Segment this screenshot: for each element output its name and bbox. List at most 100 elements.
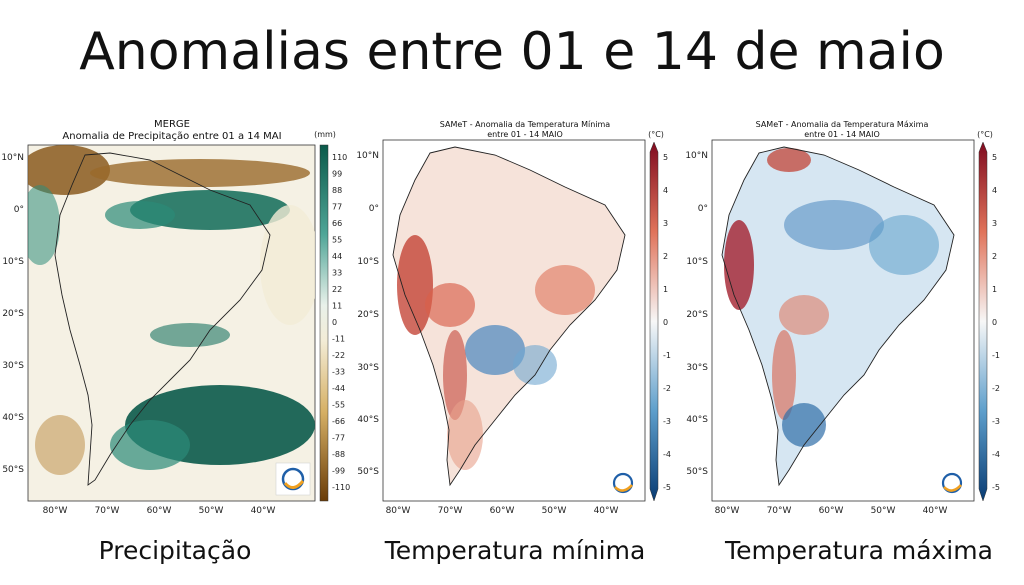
lon-label: 80°W (43, 506, 68, 516)
colorbar-tick: -77 (332, 434, 345, 443)
slide-title: Anomalias entre 01 e 14 de maio (79, 22, 945, 82)
precip-anomaly-field (28, 145, 315, 475)
lat-label: 20°S (2, 309, 24, 319)
lon-label: 70°W (438, 506, 463, 516)
lon-label: 70°W (95, 506, 120, 516)
lat-label: 50°S (357, 467, 379, 477)
colorbar-tick: -44 (332, 384, 345, 393)
colorbar-tick: 1 (663, 285, 668, 294)
colorbar-tick: 3 (992, 219, 997, 228)
colorbar-tick: 2 (663, 252, 668, 261)
lon-tick-labels: 80°W 70°W 60°W 50°W 40°W (386, 506, 619, 516)
colorbar-tick: -5 (663, 483, 671, 492)
lat-label: 20°S (357, 310, 379, 320)
colorbar-tick: 77 (332, 203, 342, 212)
colorbar (319, 144, 329, 502)
colorbar-tick-labels: 110 99 88 77 66 55 44 33 22 11 0 -11 -22… (332, 153, 350, 492)
colorbar-unit: (°C) (648, 130, 664, 139)
caption-min-temperature: Temperatura mínima (384, 536, 646, 565)
lon-label: 50°W (871, 506, 896, 516)
south-america-outline (721, 146, 955, 487)
colorbar-tick: 0 (992, 318, 997, 327)
lon-label: 80°W (386, 506, 411, 516)
colorbar-tick: 5 (663, 153, 668, 162)
colorbar-unit: (°C) (977, 130, 993, 139)
colorbar-tick: 0 (332, 318, 337, 327)
colorbar-tick: 33 (332, 269, 342, 278)
lat-label: 50°S (686, 467, 708, 477)
lat-label: 10°S (2, 257, 24, 267)
lat-label: 0° (14, 205, 24, 215)
lat-tick-labels: 10°N 0° 10°S 20°S 30°S 40°S 50°S (356, 151, 379, 477)
panel-title-line2: entre 01 - 14 MAIO (804, 130, 880, 139)
caption-precipitation: Precipitação (98, 536, 252, 565)
colorbar-tick: -3 (992, 417, 1000, 426)
colorbar-tick: -11 (332, 335, 345, 344)
lon-label: 50°W (199, 506, 224, 516)
tmax-anomaly-field (722, 147, 954, 485)
lat-tick-labels: 10°N 0° 10°S 20°S 30°S 40°S 50°S (1, 153, 24, 475)
colorbar-tick: -4 (992, 450, 1000, 459)
cptec-logo (941, 472, 963, 494)
lat-label: 30°S (357, 363, 379, 373)
colorbar-tick: 4 (663, 186, 668, 195)
colorbar-tick: -88 (332, 450, 345, 459)
min-temperature-map-panel: SAMeT - Anomalia da Temperatura Mínima e… (355, 115, 695, 525)
lat-tick-labels: 10°N 0° 10°S 20°S 30°S 40°S 50°S (685, 151, 708, 477)
lat-label: 30°S (2, 361, 24, 371)
colorbar-unit: (mm) (314, 130, 336, 139)
lat-label: 10°N (685, 151, 708, 161)
colorbar-tick: 99 (332, 170, 342, 179)
colorbar-tick: -66 (332, 417, 345, 426)
colorbar (978, 141, 988, 502)
colorbar-tick: -3 (663, 417, 671, 426)
colorbar-tick: 88 (332, 186, 342, 195)
lon-label: 40°W (251, 506, 276, 516)
precipitation-map-panel: MERGE Anomalia de Precipitação entre 01 … (0, 115, 350, 525)
colorbar-tick: -99 (332, 467, 345, 476)
panel-title-line1: MERGE (154, 119, 190, 130)
panel-title-line2: Anomalia de Precipitação entre 01 a 14 M… (62, 131, 281, 142)
colorbar-tick: -2 (663, 384, 671, 393)
lon-tick-labels: 80°W 70°W 60°W 50°W 40°W (715, 506, 948, 516)
colorbar-tick: -2 (992, 384, 1000, 393)
colorbar-tick: 2 (992, 252, 997, 261)
lon-label: 70°W (767, 506, 792, 516)
lat-label: 20°S (686, 310, 708, 320)
south-america-outline (392, 146, 626, 487)
colorbar-tick: 0 (663, 318, 668, 327)
colorbar-tick-labels: 5 4 3 2 1 0 -1 -2 -3 -4 -5 (992, 153, 1000, 492)
caption-max-temperature: Temperatura máxima (725, 536, 993, 565)
colorbar-tick: 66 (332, 219, 342, 228)
lon-label: 80°W (715, 506, 740, 516)
colorbar-tick: 22 (332, 285, 342, 294)
lon-label: 60°W (147, 506, 172, 516)
lon-label: 60°W (490, 506, 515, 516)
colorbar-tick: -1 (663, 351, 671, 360)
colorbar-tick-labels: 5 4 3 2 1 0 -1 -2 -3 -4 -5 (663, 153, 671, 492)
colorbar-tick: -110 (332, 483, 350, 492)
panel-title-line1: SAMeT - Anomalia da Temperatura Máxima (756, 120, 929, 129)
lat-label: 10°S (357, 257, 379, 267)
colorbar-tick: -33 (332, 368, 345, 377)
cptec-logo (275, 462, 311, 496)
colorbar-tick: -1 (992, 351, 1000, 360)
lat-label: 40°S (2, 413, 24, 423)
lon-label: 40°W (594, 506, 619, 516)
lat-label: 10°N (1, 153, 24, 163)
colorbar-tick: 3 (663, 219, 668, 228)
colorbar-tick: -22 (332, 351, 345, 360)
lon-label: 60°W (819, 506, 844, 516)
panel-title-line1: SAMeT - Anomalia da Temperatura Mínima (440, 120, 611, 129)
lat-label: 10°N (356, 151, 379, 161)
south-america-outline (54, 152, 271, 486)
lon-tick-labels: 80°W 70°W 60°W 50°W 40°W (43, 506, 276, 516)
lat-label: 10°S (686, 257, 708, 267)
colorbar-tick: -4 (663, 450, 671, 459)
colorbar-tick: 4 (992, 186, 997, 195)
lat-label: 0° (698, 204, 708, 214)
max-temperature-map-panel: SAMeT - Anomalia da Temperatura Máxima e… (684, 115, 1024, 525)
lon-label: 40°W (923, 506, 948, 516)
colorbar-tick: 55 (332, 236, 342, 245)
panel-title-line2: entre 01 - 14 MAIO (487, 130, 563, 139)
